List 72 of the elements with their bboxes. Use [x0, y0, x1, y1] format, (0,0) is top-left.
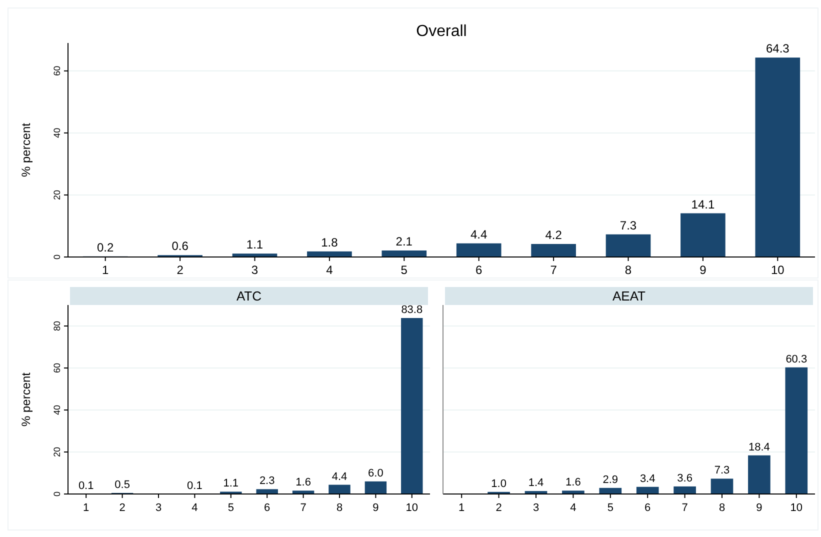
data-label: 0.5 [114, 478, 130, 491]
data-label: 14.1 [691, 197, 715, 212]
data-label: 83.8 [401, 304, 423, 316]
y-tick-label: 20 [52, 190, 62, 200]
data-label: 1.6 [566, 476, 581, 489]
x-tick-label: 9 [756, 502, 762, 514]
data-label: 1.0 [491, 478, 506, 490]
x-tick-label: 2 [119, 502, 126, 514]
data-label: 18.4 [748, 441, 770, 454]
x-tick-label: 1 [83, 502, 90, 514]
data-label: 1.4 [528, 477, 544, 490]
data-label: 4.4 [470, 227, 488, 242]
data-label: 7.3 [620, 218, 637, 232]
data-label: 7.3 [714, 464, 730, 477]
data-label: 0.2 [97, 240, 114, 254]
x-tick-label: 2 [176, 263, 184, 277]
x-tick-label: 9 [700, 263, 707, 277]
chart-title: AEAT [612, 288, 646, 304]
x-tick-label: 4 [570, 502, 576, 514]
x-tick-label: 10 [406, 502, 418, 514]
x-tick-label: 3 [251, 263, 258, 277]
y-tick-label: 60 [52, 66, 62, 76]
x-tick-label: 6 [476, 263, 483, 277]
data-label: 60.3 [786, 353, 808, 366]
x-tick-label: 3 [155, 502, 162, 514]
data-label: 0.1 [187, 480, 202, 492]
y-tick-label: 0 [52, 491, 62, 497]
x-tick-label: 4 [326, 263, 334, 277]
x-tick-label: 10 [790, 502, 803, 514]
x-tick-label: 7 [550, 263, 558, 277]
x-tick-label: 8 [624, 263, 632, 277]
x-tick-label: 10 [770, 263, 785, 277]
x-tick-label: 4 [192, 502, 198, 514]
data-label: 1.1 [246, 238, 264, 252]
y-tick-label: 0 [52, 254, 62, 260]
y-axis-title: % percent [19, 122, 33, 178]
x-tick-label: 8 [336, 502, 343, 514]
x-tick-label: 9 [372, 502, 379, 514]
x-tick-label: 5 [607, 502, 614, 514]
data-label: 2.1 [396, 234, 413, 248]
x-tick-label: 7 [300, 502, 306, 514]
x-tick-label: 7 [682, 502, 688, 514]
chart-title: Overall [416, 23, 467, 40]
x-tick-label: 1 [102, 263, 110, 277]
x-tick-label: 3 [532, 502, 540, 514]
data-label: 3.6 [677, 472, 692, 484]
x-tick-label: 6 [644, 502, 651, 514]
data-label: 0.6 [172, 239, 189, 254]
y-tick-label: 20 [52, 446, 62, 458]
data-label: 64.3 [766, 42, 790, 56]
y-tick-label: 40 [52, 404, 62, 416]
data-label: 4.2 [545, 228, 562, 242]
y-tick-label: 40 [52, 128, 62, 138]
data-label: 4.4 [332, 470, 348, 483]
data-label: 1.6 [296, 476, 311, 489]
x-tick-label: 8 [718, 502, 726, 514]
data-label: 2.3 [259, 475, 275, 488]
x-tick-label: 1 [458, 502, 465, 514]
data-label: 3.4 [640, 472, 656, 485]
y-tick-label: 60 [52, 362, 62, 374]
y-tick-label: 80 [52, 320, 62, 332]
data-label: 0.1 [78, 480, 94, 492]
x-tick-label: 2 [496, 502, 502, 514]
x-tick-label: 5 [228, 502, 234, 514]
data-label: 6.0 [368, 467, 384, 480]
data-label: 1.8 [321, 235, 338, 250]
data-label: 1.1 [223, 478, 239, 490]
chart-title: ATC [236, 288, 262, 304]
x-tick-label: 5 [400, 263, 408, 277]
y-axis-title: % percent [19, 372, 33, 427]
x-tick-label: 6 [264, 502, 270, 514]
data-label: 2.9 [602, 474, 618, 486]
